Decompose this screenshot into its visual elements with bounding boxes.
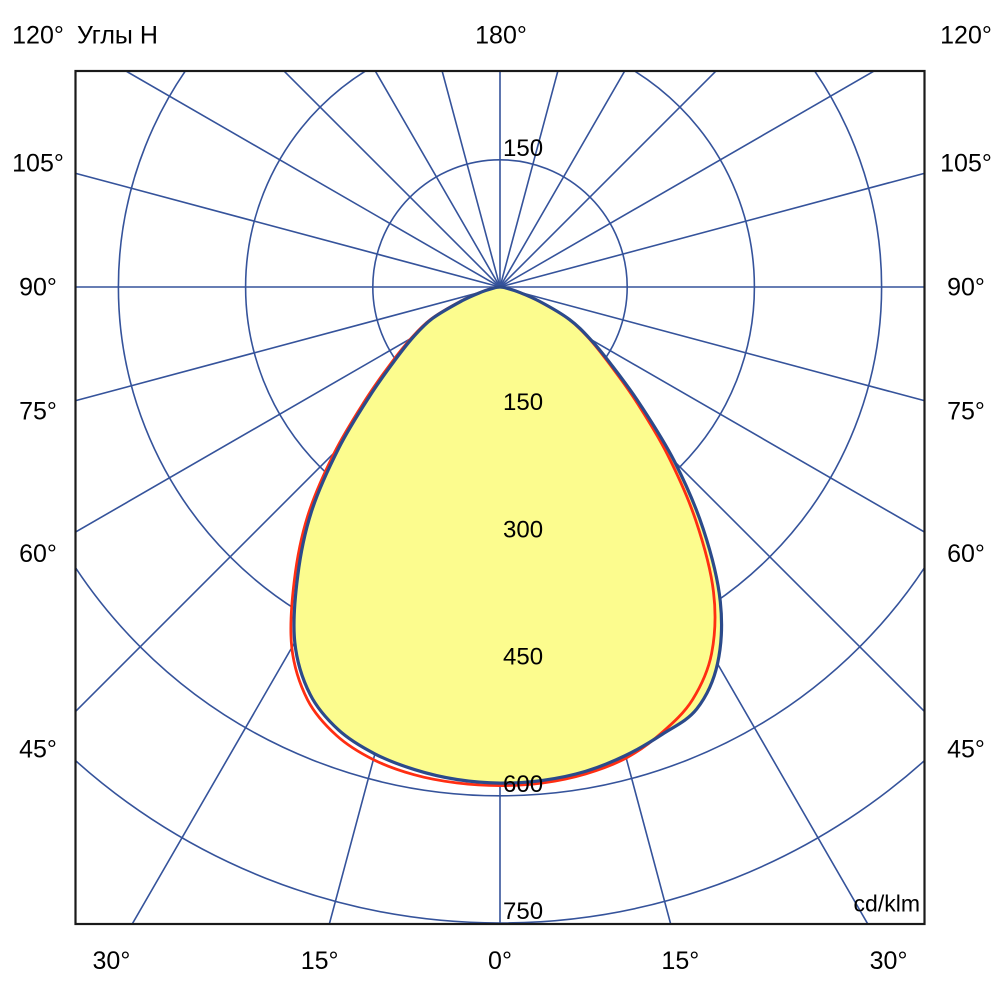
- bottom-angle-label-1: 15°: [301, 947, 339, 975]
- radial-tick-label-150: 150: [503, 389, 543, 416]
- plot-border: [74, 69, 926, 926]
- side-angle-label-right-75: 75°: [947, 397, 985, 425]
- bottom-angle-label-0: 30°: [93, 947, 131, 975]
- side-angle-label-left-45: 45°: [19, 736, 57, 764]
- radial-tick-label-750: 750: [503, 898, 543, 925]
- radial-tick-label-300: 300: [503, 516, 543, 543]
- top-angle-label: 180°: [475, 21, 527, 50]
- radial-tick-label-600: 600: [503, 771, 543, 798]
- plane-legend: Углы H: [77, 21, 158, 50]
- side-angle-label-left-60: 60°: [19, 540, 57, 568]
- side-angle-label-left-105: 105°: [12, 150, 64, 178]
- intensity-fill: [293, 287, 722, 784]
- side-angle-label-left-75: 75°: [19, 397, 57, 425]
- side-angle-label-left-90: 90°: [19, 274, 57, 302]
- radial-tick-label-upper-150: 150: [503, 135, 543, 162]
- side-angle-label-right-90: 90°: [947, 274, 985, 302]
- intensity-curve-blue: [292, 285, 724, 785]
- side-angle-label-right-105: 105°: [940, 150, 992, 178]
- side-angle-label-right-60: 60°: [947, 540, 985, 568]
- side-angle-label-right-45: 45°: [947, 736, 985, 764]
- bottom-angle-label-3: 15°: [661, 947, 699, 975]
- bottom-angle-label-2: 0°: [488, 947, 512, 975]
- corner-angle-label-right: 120°: [940, 21, 992, 50]
- unit-label: cd/klm: [853, 890, 920, 917]
- corner-angle-label-left: 120°: [12, 21, 64, 50]
- radial-tick-label-450: 450: [503, 644, 543, 671]
- bottom-angle-label-4: 30°: [870, 947, 908, 975]
